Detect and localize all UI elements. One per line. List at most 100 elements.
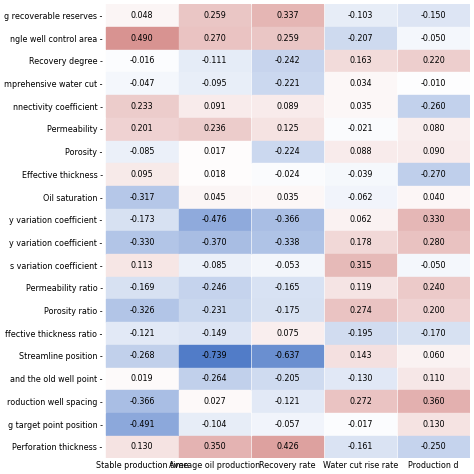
Bar bbox=[179, 390, 250, 412]
Text: -0.270: -0.270 bbox=[420, 170, 446, 179]
Bar bbox=[179, 163, 250, 185]
Bar bbox=[179, 73, 250, 95]
Text: 0.337: 0.337 bbox=[276, 11, 299, 20]
Bar bbox=[106, 254, 178, 276]
Text: 0.330: 0.330 bbox=[422, 215, 445, 224]
Bar bbox=[252, 345, 323, 367]
Bar bbox=[106, 118, 178, 140]
Bar bbox=[179, 231, 250, 254]
Text: 0.062: 0.062 bbox=[349, 215, 372, 224]
Bar bbox=[325, 300, 396, 322]
Bar bbox=[252, 231, 323, 254]
Bar bbox=[252, 209, 323, 231]
Text: -0.085: -0.085 bbox=[202, 261, 228, 270]
Text: 0.095: 0.095 bbox=[130, 170, 153, 179]
Bar bbox=[252, 254, 323, 276]
Bar bbox=[398, 367, 469, 390]
Bar bbox=[325, 95, 396, 118]
Text: -0.231: -0.231 bbox=[202, 306, 228, 315]
Bar bbox=[325, 367, 396, 390]
Bar bbox=[398, 322, 469, 344]
Text: 0.490: 0.490 bbox=[130, 34, 153, 43]
Text: -0.016: -0.016 bbox=[129, 56, 155, 65]
Bar bbox=[106, 390, 178, 412]
Bar bbox=[252, 141, 323, 163]
Bar bbox=[398, 27, 469, 49]
Text: 0.143: 0.143 bbox=[349, 351, 372, 360]
Text: 0.045: 0.045 bbox=[203, 192, 226, 201]
Text: -0.250: -0.250 bbox=[420, 442, 446, 451]
Bar bbox=[179, 300, 250, 322]
Text: 0.200: 0.200 bbox=[422, 306, 445, 315]
Bar bbox=[325, 4, 396, 27]
Text: -0.010: -0.010 bbox=[421, 79, 446, 88]
Bar bbox=[325, 141, 396, 163]
Text: -0.205: -0.205 bbox=[275, 374, 301, 383]
Bar bbox=[398, 4, 469, 27]
Bar bbox=[398, 277, 469, 299]
Bar bbox=[325, 50, 396, 72]
Text: -0.161: -0.161 bbox=[348, 442, 373, 451]
Bar bbox=[179, 209, 250, 231]
Text: 0.027: 0.027 bbox=[203, 397, 226, 406]
Bar bbox=[179, 27, 250, 49]
Text: -0.103: -0.103 bbox=[348, 11, 373, 20]
Text: -0.104: -0.104 bbox=[202, 419, 228, 428]
Text: -0.175: -0.175 bbox=[275, 306, 301, 315]
Text: 0.017: 0.017 bbox=[203, 147, 226, 156]
Text: -0.057: -0.057 bbox=[275, 419, 301, 428]
Bar bbox=[398, 390, 469, 412]
Bar bbox=[398, 95, 469, 118]
Bar bbox=[179, 141, 250, 163]
Bar bbox=[106, 231, 178, 254]
Bar bbox=[398, 50, 469, 72]
Text: 0.125: 0.125 bbox=[276, 125, 299, 134]
Text: -0.224: -0.224 bbox=[275, 147, 301, 156]
Text: 0.040: 0.040 bbox=[422, 192, 445, 201]
Text: -0.111: -0.111 bbox=[202, 56, 228, 65]
Bar bbox=[398, 186, 469, 208]
Text: -0.739: -0.739 bbox=[202, 351, 228, 360]
Text: -0.047: -0.047 bbox=[129, 79, 155, 88]
Text: -0.021: -0.021 bbox=[348, 125, 373, 134]
Bar bbox=[252, 300, 323, 322]
Text: -0.491: -0.491 bbox=[129, 419, 155, 428]
Bar bbox=[106, 345, 178, 367]
Text: 0.035: 0.035 bbox=[349, 102, 372, 111]
Text: 0.426: 0.426 bbox=[276, 442, 299, 451]
Bar bbox=[179, 4, 250, 27]
Text: -0.085: -0.085 bbox=[129, 147, 155, 156]
Bar bbox=[398, 300, 469, 322]
Text: -0.366: -0.366 bbox=[129, 397, 155, 406]
Bar bbox=[252, 73, 323, 95]
Bar bbox=[398, 345, 469, 367]
Bar bbox=[179, 95, 250, 118]
Text: 0.130: 0.130 bbox=[422, 419, 445, 428]
Bar bbox=[106, 4, 178, 27]
Text: 0.018: 0.018 bbox=[203, 170, 226, 179]
Text: -0.095: -0.095 bbox=[202, 79, 228, 88]
Text: 0.090: 0.090 bbox=[422, 147, 445, 156]
Bar bbox=[106, 436, 178, 458]
Text: -0.195: -0.195 bbox=[348, 329, 374, 338]
Bar bbox=[106, 50, 178, 72]
Bar bbox=[179, 254, 250, 276]
Bar bbox=[179, 413, 250, 435]
Text: -0.039: -0.039 bbox=[348, 170, 373, 179]
Text: -0.165: -0.165 bbox=[275, 283, 301, 292]
Text: 0.315: 0.315 bbox=[349, 261, 372, 270]
Text: 0.019: 0.019 bbox=[130, 374, 153, 383]
Bar bbox=[325, 231, 396, 254]
Text: -0.264: -0.264 bbox=[202, 374, 228, 383]
Bar bbox=[325, 254, 396, 276]
Text: -0.317: -0.317 bbox=[129, 192, 155, 201]
Text: 0.110: 0.110 bbox=[422, 374, 445, 383]
Text: -0.121: -0.121 bbox=[275, 397, 301, 406]
Text: -0.260: -0.260 bbox=[420, 102, 446, 111]
Bar bbox=[325, 277, 396, 299]
Text: -0.170: -0.170 bbox=[420, 329, 446, 338]
Text: -0.366: -0.366 bbox=[275, 215, 301, 224]
Text: 0.360: 0.360 bbox=[422, 397, 445, 406]
Text: 0.178: 0.178 bbox=[349, 238, 372, 247]
Bar bbox=[179, 367, 250, 390]
